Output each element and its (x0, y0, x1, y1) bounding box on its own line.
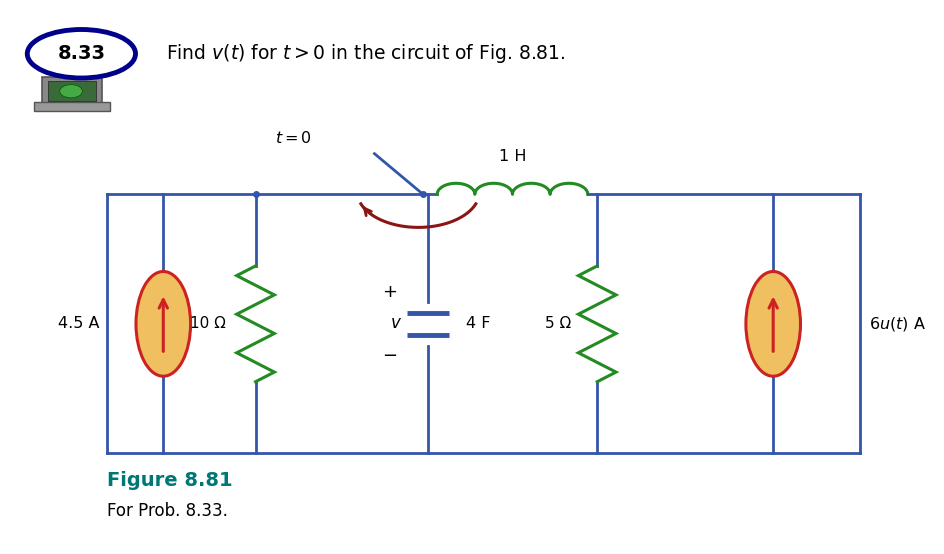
Text: 8.33: 8.33 (58, 44, 106, 63)
FancyBboxPatch shape (34, 102, 110, 111)
Text: −: − (382, 347, 397, 365)
Text: +: + (382, 283, 397, 301)
Ellipse shape (746, 271, 801, 376)
Text: 4 F: 4 F (466, 316, 490, 331)
Ellipse shape (136, 271, 191, 376)
Circle shape (59, 85, 82, 98)
Text: 5 Ω: 5 Ω (545, 316, 571, 331)
Ellipse shape (27, 29, 136, 78)
Text: Figure 8.81: Figure 8.81 (107, 471, 232, 490)
Text: 10 Ω: 10 Ω (190, 316, 226, 331)
Text: Find $v(t)$ for $t > 0$ in the circuit of Fig. 8.81.: Find $v(t)$ for $t > 0$ in the circuit o… (166, 42, 565, 65)
FancyBboxPatch shape (48, 81, 95, 101)
Text: 6$u(t)$ A: 6$u(t)$ A (869, 315, 926, 333)
Text: 1 H: 1 H (498, 149, 526, 164)
Text: $v$: $v$ (390, 315, 402, 332)
FancyBboxPatch shape (42, 77, 102, 104)
Text: $t = 0$: $t = 0$ (275, 130, 312, 147)
Text: For Prob. 8.33.: For Prob. 8.33. (107, 502, 228, 520)
Text: 4.5 A: 4.5 A (58, 316, 99, 331)
